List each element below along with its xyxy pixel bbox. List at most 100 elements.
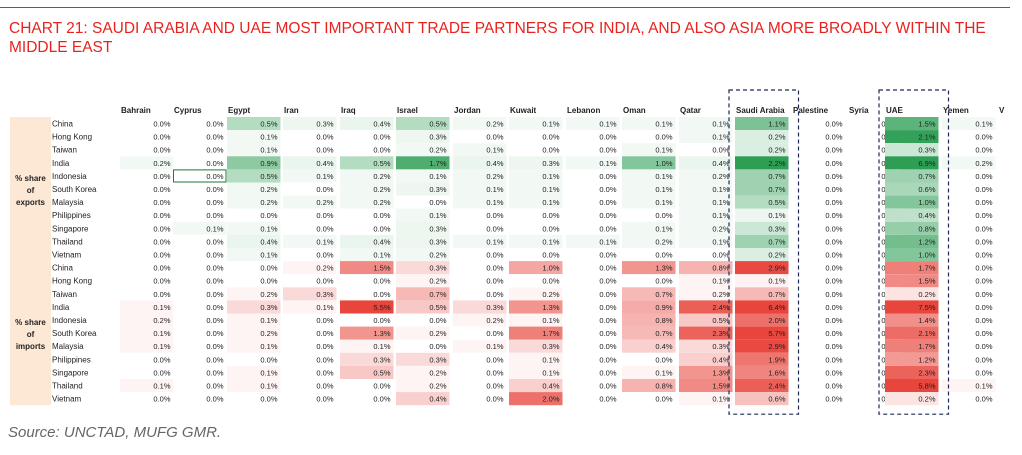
heatmap-cell (453, 130, 507, 144)
heatmap-cell (622, 365, 676, 379)
heatmap-cell (566, 326, 620, 340)
heatmap-cell (622, 221, 676, 235)
heatmap-cell (453, 261, 507, 275)
heatmap-cell (120, 182, 174, 196)
heatmap-cell (792, 234, 846, 248)
cell-value: 0.0% (599, 211, 616, 220)
cell-value: 2.2% (768, 159, 785, 168)
column-header: Jordan (454, 106, 481, 115)
heatmap-cell (283, 352, 337, 366)
cell-value: 0.1% (260, 382, 277, 391)
heatmap-cell (509, 182, 563, 196)
cell-value: 0.0% (260, 395, 277, 404)
cell-value: 0.0% (316, 146, 333, 155)
cell-value: 0.0% (153, 211, 170, 220)
heatmap-cell (120, 261, 174, 275)
cell-value: 0.0% (825, 395, 842, 404)
cell-value: 0.3% (429, 264, 446, 273)
selected-cell-outline (173, 169, 227, 183)
cell-value: 1.7% (918, 264, 935, 273)
heatmap-cell (942, 352, 996, 366)
heatmap-cell (227, 221, 281, 235)
cell-value: 0.0% (825, 211, 842, 220)
heatmap-cell (173, 156, 227, 170)
cell-value: 0.0% (975, 342, 992, 351)
heatmap-cell (942, 195, 996, 209)
heatmap-cell (679, 274, 733, 288)
cell-value: 0.0% (486, 211, 503, 220)
cell-value: 0.0% (373, 224, 390, 233)
row-label: Philippines (52, 211, 91, 220)
cell-value: 0.1% (655, 172, 672, 181)
heatmap-cell (622, 143, 676, 157)
heatmap-cell (566, 274, 620, 288)
cell-value: 0.0% (206, 355, 223, 364)
cell-value: 0.2% (373, 198, 390, 207)
heatmap-cell (942, 169, 996, 183)
heatmap-cell (622, 352, 676, 366)
heatmap-cell (340, 261, 394, 275)
heatmap-cell (120, 300, 174, 314)
heatmap-cell (227, 365, 281, 379)
cell-value: 0.3% (429, 133, 446, 142)
heatmap-cell (283, 300, 337, 314)
heatmap-cell (396, 130, 450, 144)
cell-value: 0.0% (486, 264, 503, 273)
cell-value: 0.0% (599, 277, 616, 286)
heatmap-cell (120, 274, 174, 288)
heatmap-cell (679, 130, 733, 144)
cell-value: 1.3% (373, 329, 390, 338)
cell-value: 1.4% (918, 316, 935, 325)
cell-value: 0.0% (206, 368, 223, 377)
chart-title: CHART 21: SAUDI ARABIA AND UAE MOST IMPO… (9, 20, 986, 56)
cell-value: 0.0% (153, 251, 170, 260)
heatmap-cell (509, 117, 563, 131)
cell-value: 1.7% (918, 342, 935, 351)
cell-value: 0.0% (542, 277, 559, 286)
heatmap-cell (396, 221, 450, 235)
cell-value: 2.4% (768, 382, 785, 391)
heatmap-cell (283, 313, 337, 327)
cell-value: 0.3% (316, 290, 333, 299)
cell-value: 0.0% (260, 355, 277, 364)
cell-value: 0.4% (486, 159, 503, 168)
cell-value: 1.0% (918, 198, 935, 207)
heatmap-cell (792, 117, 846, 131)
cell-value: 0.2% (712, 290, 729, 299)
heatmap-cell (120, 234, 174, 248)
cell-value: 0.0% (825, 198, 842, 207)
cell-value: 0.2% (486, 316, 503, 325)
cell-value: 0.2% (260, 290, 277, 299)
heatmap-cell (509, 234, 563, 248)
heatmap-cell (885, 365, 939, 379)
column-header: Israel (397, 106, 418, 115)
cell-value: 0.1% (206, 224, 223, 233)
cell-value: 0.1% (712, 198, 729, 207)
heatmap-cell (792, 352, 846, 366)
cell-value: 0.2% (486, 120, 503, 129)
cell-value: 1.2% (918, 237, 935, 246)
heatmap-cell (509, 313, 563, 327)
heatmap-cell (509, 169, 563, 183)
cell-value: 0.0% (542, 146, 559, 155)
row-label: Philippines (52, 355, 91, 364)
cell-value: 0.0% (599, 316, 616, 325)
cell-value: 0.0% (655, 277, 672, 286)
heatmap-cell (509, 261, 563, 275)
heatmap-cell (453, 392, 507, 406)
heatmap-cell (227, 261, 281, 275)
cell-value: 0.0% (975, 198, 992, 207)
heatmap-cell (396, 195, 450, 209)
heatmap-cell (566, 169, 620, 183)
cell-value: 0.1% (260, 368, 277, 377)
heatmap-cell (735, 117, 789, 131)
cell-value: 0.0% (975, 185, 992, 194)
cell-value: 0.0% (316, 395, 333, 404)
heatmap-cell (396, 143, 450, 157)
heatmap-cell (283, 156, 337, 170)
group-label: of (27, 330, 35, 339)
heatmap-cell (120, 352, 174, 366)
heatmap-cell (453, 143, 507, 157)
heatmap-cell (453, 234, 507, 248)
heatmap-cell (120, 379, 174, 393)
